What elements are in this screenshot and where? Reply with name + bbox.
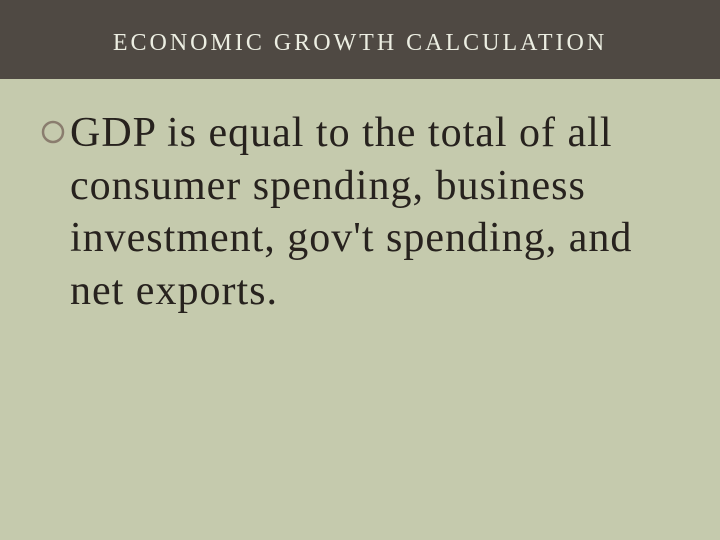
slide-title: ECONOMIC GROWTH CALCULATION xyxy=(20,30,700,57)
bullet-item: GDP is equal to the total of all consume… xyxy=(40,107,680,317)
slide-header: ECONOMIC GROWTH CALCULATION xyxy=(0,0,720,79)
bullet-circle-icon xyxy=(40,119,66,145)
slide-body: GDP is equal to the total of all consume… xyxy=(0,79,720,540)
bullet-text: GDP is equal to the total of all consume… xyxy=(70,107,680,317)
slide: ECONOMIC GROWTH CALCULATION GDP is equal… xyxy=(0,0,720,540)
